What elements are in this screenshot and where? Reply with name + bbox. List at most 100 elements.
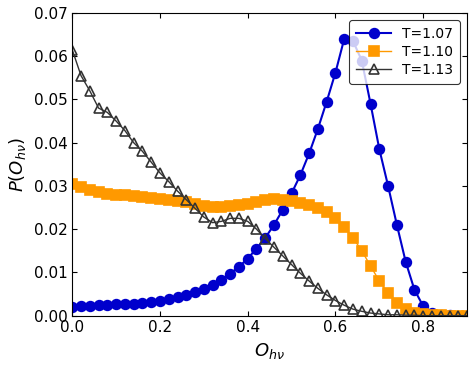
- T=1.13: [104, 110, 110, 114]
- T=1.07: [236, 265, 242, 269]
- T=1.07: [210, 282, 216, 287]
- T=1.13: [210, 220, 216, 225]
- T=1.10: [131, 194, 137, 198]
- T=1.10: [122, 193, 128, 198]
- T=1.13: [341, 303, 347, 308]
- T=1.10: [228, 204, 233, 208]
- T=1.07: [113, 302, 119, 307]
- T=1.13: [420, 314, 426, 318]
- T=1.07: [201, 287, 207, 291]
- T=1.10: [368, 264, 374, 268]
- T=1.07: [298, 173, 303, 177]
- T=1.10: [289, 199, 294, 203]
- T=1.07: [228, 272, 233, 276]
- T=1.10: [324, 210, 329, 214]
- T=1.10: [201, 204, 207, 208]
- Line: T=1.10: T=1.10: [67, 179, 472, 321]
- T=1.07: [376, 147, 382, 151]
- T=1.10: [280, 198, 286, 202]
- T=1.10: [78, 185, 84, 189]
- T=1.10: [359, 248, 365, 253]
- T=1.13: [183, 198, 189, 202]
- T=1.07: [254, 247, 259, 251]
- T=1.07: [394, 223, 400, 227]
- T=1.10: [350, 236, 356, 240]
- Line: T=1.07: T=1.07: [67, 34, 472, 321]
- T=1.10: [113, 192, 119, 197]
- T=1.07: [166, 297, 172, 301]
- T=1.13: [464, 314, 470, 318]
- T=1.10: [376, 279, 382, 283]
- T=1.10: [306, 203, 312, 208]
- T=1.10: [394, 300, 400, 305]
- T=1.10: [104, 191, 110, 196]
- T=1.10: [420, 312, 426, 316]
- T=1.07: [192, 290, 198, 294]
- T=1.10: [210, 205, 216, 209]
- T=1.13: [394, 312, 400, 317]
- T=1.10: [411, 310, 417, 315]
- T=1.07: [420, 304, 426, 308]
- T=1.10: [385, 291, 391, 296]
- T=1.13: [315, 286, 321, 291]
- T=1.07: [122, 302, 128, 306]
- T=1.13: [228, 216, 233, 220]
- T=1.13: [201, 215, 207, 219]
- T=1.13: [122, 128, 128, 133]
- T=1.13: [429, 314, 435, 318]
- T=1.07: [359, 58, 365, 63]
- T=1.10: [263, 198, 268, 202]
- T=1.07: [368, 102, 374, 106]
- T=1.10: [87, 188, 92, 192]
- T=1.13: [192, 206, 198, 210]
- T=1.13: [333, 298, 338, 303]
- T=1.07: [271, 223, 277, 227]
- T=1.07: [403, 259, 409, 264]
- T=1.07: [306, 151, 312, 156]
- T=1.13: [245, 219, 251, 224]
- T=1.13: [271, 245, 277, 250]
- T=1.07: [315, 127, 321, 131]
- T=1.07: [350, 39, 356, 43]
- T=1.07: [447, 313, 452, 318]
- T=1.07: [148, 300, 154, 304]
- T=1.07: [438, 312, 444, 317]
- T=1.07: [96, 303, 101, 308]
- T=1.07: [429, 311, 435, 315]
- T=1.07: [157, 298, 163, 303]
- T=1.10: [438, 313, 444, 318]
- T=1.13: [96, 106, 101, 110]
- T=1.07: [87, 304, 92, 308]
- T=1.13: [69, 47, 75, 52]
- Y-axis label: $P(O_{h\nu})$: $P(O_{h\nu})$: [7, 137, 28, 192]
- T=1.13: [438, 314, 444, 318]
- T=1.10: [219, 205, 224, 209]
- T=1.10: [69, 181, 75, 186]
- T=1.13: [368, 311, 374, 315]
- T=1.10: [183, 200, 189, 205]
- T=1.13: [166, 179, 172, 184]
- T=1.10: [298, 201, 303, 205]
- T=1.13: [254, 227, 259, 231]
- T=1.13: [324, 293, 329, 297]
- T=1.07: [456, 314, 461, 318]
- T=1.10: [429, 313, 435, 318]
- T=1.07: [245, 256, 251, 261]
- T=1.07: [78, 304, 84, 308]
- T=1.13: [385, 312, 391, 317]
- T=1.13: [87, 89, 92, 93]
- T=1.13: [447, 314, 452, 318]
- T=1.13: [411, 313, 417, 318]
- T=1.13: [219, 219, 224, 224]
- T=1.13: [280, 254, 286, 258]
- T=1.10: [403, 307, 409, 311]
- T=1.13: [131, 141, 137, 145]
- T=1.10: [148, 196, 154, 200]
- T=1.07: [341, 37, 347, 41]
- T=1.07: [464, 314, 470, 318]
- T=1.07: [175, 295, 181, 300]
- T=1.13: [376, 312, 382, 316]
- T=1.10: [175, 199, 181, 203]
- T=1.10: [96, 190, 101, 195]
- T=1.07: [263, 236, 268, 240]
